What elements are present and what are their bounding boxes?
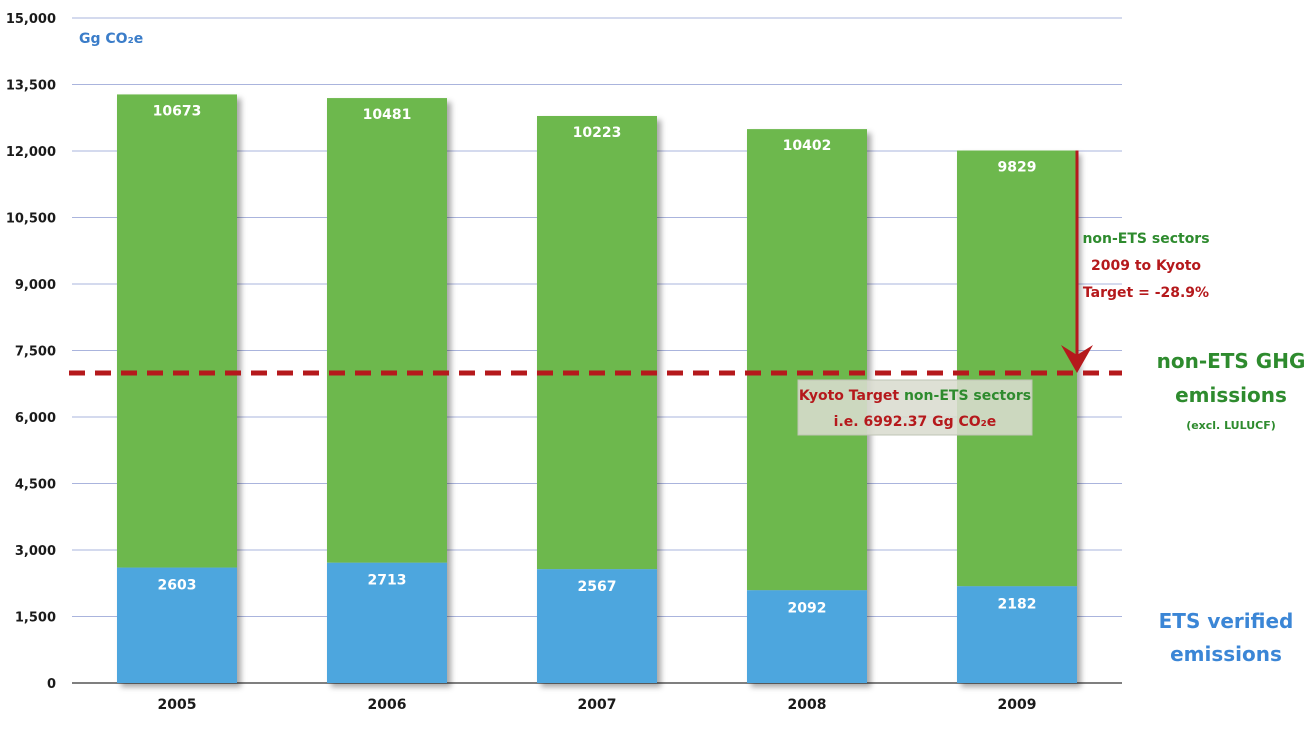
bar-label-ets: 2092	[788, 600, 827, 616]
y-tick-label: 4,500	[15, 478, 56, 493]
bar-label-non-ets: 10223	[573, 125, 622, 141]
x-tick-label: 2005	[158, 697, 197, 713]
bar-ets	[537, 569, 657, 683]
y-tick-label: 9,000	[15, 278, 56, 293]
non-ets-label-line1: non-ETS GHG	[1157, 349, 1306, 373]
bar-stack	[957, 150, 1077, 683]
x-tick-label: 2007	[578, 697, 617, 713]
bar-stack	[537, 115, 657, 683]
target-box-line1: Kyoto Target non-ETS sectors	[799, 388, 1031, 404]
bar-label-ets: 2603	[158, 578, 197, 594]
target-box-sectors: non-ETS sectors	[904, 388, 1031, 404]
bar-non-ets	[957, 150, 1077, 587]
y-tick-label: 0	[47, 677, 56, 692]
x-axis: 2005 2006 2007 2008 2009	[158, 697, 1037, 713]
bar-label-non-ets: 10402	[783, 138, 832, 154]
bar-ets	[327, 562, 447, 683]
arrow-label-line3: Target = -28.9%	[1083, 285, 1209, 301]
x-tick-label: 2006	[368, 697, 407, 713]
arrow-label-line1: non-ETS sectors	[1082, 231, 1209, 247]
bar-label-non-ets: 10673	[153, 103, 202, 119]
ets-label-line1: ETS verified	[1159, 609, 1294, 633]
ets-label-line2: emissions	[1170, 642, 1282, 666]
bar-label-ets: 2567	[578, 579, 617, 595]
y-tick-label: 12,000	[6, 145, 56, 160]
y-tick-label: 15,000	[6, 12, 56, 27]
y-tick-label: 1,500	[15, 611, 56, 626]
bar-label-ets: 2182	[998, 596, 1037, 612]
target-box	[797, 379, 1033, 436]
bar-ets	[957, 586, 1077, 683]
y-axis: 0 1,500 3,000 4,500 6,000 7,500 9,000 10,500 12,…	[6, 12, 56, 692]
bar-non-ets	[117, 94, 237, 568]
target-box-kyoto: Kyoto Target	[799, 388, 904, 404]
non-ets-side-label: non-ETS GHG emissions (excl. LULUCF)	[1157, 349, 1306, 432]
y-tick-label: 6,000	[15, 411, 56, 426]
bar-label-non-ets: 9829	[998, 160, 1037, 176]
x-tick-label: 2008	[788, 697, 827, 713]
bar-non-ets	[537, 115, 657, 570]
y-tick-label: 3,000	[15, 544, 56, 559]
y-tick-label: 10,500	[6, 212, 56, 227]
kyoto-target: Kyoto Target non-ETS sectors i.e. 6992.37…	[69, 370, 1122, 436]
bar-ets	[747, 590, 867, 683]
x-tick-label: 2009	[998, 697, 1037, 713]
ets-side-label: ETS verified emissions	[1159, 609, 1294, 666]
y-tick-label: 13,500	[6, 79, 56, 94]
non-ets-label-line2: emissions	[1175, 383, 1287, 407]
bar-non-ets	[747, 129, 867, 591]
bar-stack	[327, 98, 447, 683]
bar-label-non-ets: 10481	[363, 107, 412, 123]
unit-label: Gg CO₂e	[79, 31, 143, 47]
bar-ets	[117, 567, 237, 683]
bar-stack	[117, 94, 237, 683]
arrow-label-line2: 2009 to Kyoto	[1091, 258, 1201, 274]
annotations: non-ETS sectors 2009 to Kyoto Target = -28…	[1061, 150, 1210, 374]
bar-stack	[747, 129, 867, 683]
target-box-line2: i.e. 6992.37 Gg CO₂e	[834, 414, 997, 430]
y-tick-label: 7,500	[15, 345, 56, 360]
bars: 10673 2603 10481 2713 10223 2567 10402 2092 9829…	[117, 94, 1077, 683]
non-ets-label-note: (excl. LULUCF)	[1186, 419, 1276, 432]
arrow-head	[1061, 345, 1093, 374]
bar-non-ets	[327, 98, 447, 563]
bar-label-ets: 2713	[368, 573, 407, 589]
